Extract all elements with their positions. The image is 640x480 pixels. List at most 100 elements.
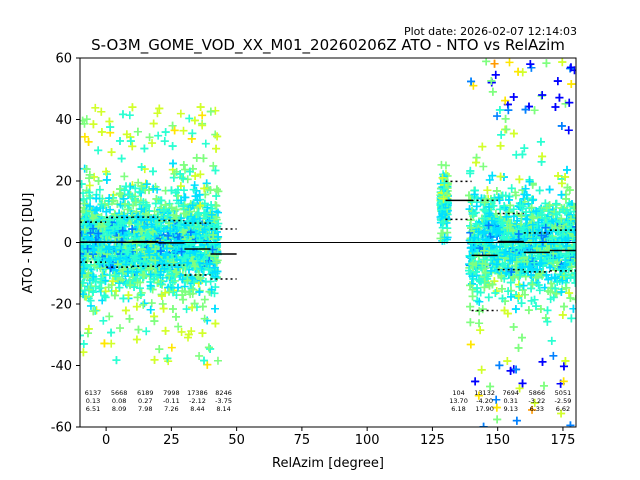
scatter-point [559,362,568,371]
scatter-point [495,361,504,370]
scatter-point [139,257,148,266]
scatter-point [147,299,156,308]
scatter-point [168,142,177,151]
scatter-point [126,191,135,200]
scatter-point [177,327,186,336]
scatter-point [521,184,530,193]
scatter-point [120,172,129,181]
scatter-point [186,249,195,258]
scatter-point [211,166,220,175]
scatter-point [475,297,484,306]
scatter-point [558,310,567,319]
scatter-point [161,251,170,260]
scatter-point [206,344,215,353]
scatter-point [132,246,141,255]
scatter-point [466,281,475,290]
scatter-point [187,284,196,293]
scatter-point [148,227,157,236]
scatter-point [474,391,483,400]
scatter-point [125,111,134,120]
scatter-point [179,126,188,135]
scatter-point [203,360,212,369]
scatter-point [466,302,475,311]
scatter-point [163,354,172,363]
scatter-point [80,348,88,357]
scatter-point [203,237,212,246]
scatter-point [173,283,182,292]
scatter-point [213,356,222,365]
scatter-point [198,111,207,120]
scatter-point [157,196,166,205]
scatter-point [213,267,222,276]
scatter-point [94,146,103,155]
scatter-point [80,269,87,278]
scatter-point [543,306,552,315]
scatter-point [551,199,560,208]
scatter-point [103,219,112,228]
scatter-point [485,175,494,184]
scatter-point [493,112,502,121]
scatter-point [90,172,99,181]
scatter-point [128,103,137,112]
scatter-point [195,190,204,199]
scatter-point [85,181,94,190]
scatter-point [541,314,550,323]
scatter-point [524,306,533,315]
scatter-point [95,284,104,293]
scatter-point [190,181,199,190]
scatter-point [196,201,205,210]
scatter-point [83,244,92,253]
scatter-point [115,283,124,292]
scatter-point [169,159,178,168]
scatter-point [145,133,154,142]
scatter-point [80,225,89,234]
scatter-point [504,106,513,115]
chart-title: S-O3M_GOME_VOD_XX_M01_20260206Z ATO - NT… [91,36,565,55]
scatter-point [174,263,183,272]
scatter-point [125,190,134,199]
scatter-point [107,148,116,157]
scatter-point [146,305,155,314]
scatter-point [517,212,526,221]
scatter-point [140,253,149,262]
scatter-point [559,302,568,311]
scatter-point [128,214,137,223]
scatter-point [521,208,530,217]
scatter-point [501,96,510,105]
scatter-point [164,231,173,240]
scatter-point [188,256,197,265]
scatter-point [122,130,131,139]
scatter-point [189,185,198,194]
scatter-point [140,222,149,231]
scatter-point [164,283,173,292]
scatter-point [137,182,146,191]
scatter-point [490,59,499,68]
scatter-point [89,120,98,129]
scatter-point [94,229,103,238]
scatter-point [150,231,159,240]
scatter-point [518,68,527,77]
scatter-point [102,207,111,216]
scatter-point [506,201,515,210]
scatter-point [80,199,89,208]
scatter-point [538,357,547,366]
scatter-point [106,264,115,273]
scatter-point [142,200,151,209]
scatter-point [466,340,475,349]
scatter-point [172,268,181,277]
scatter-point [190,299,199,308]
scatter-point [110,291,119,300]
scatter-point [518,379,527,388]
scatter-point [159,304,168,313]
scatter-point [137,265,146,274]
scatter-point [205,260,214,269]
scatter-point [107,328,116,337]
scatter-point [101,276,110,285]
scatter-point [212,258,221,267]
scatter-point [566,63,575,72]
scatter-point [211,319,220,328]
scatter-point [147,220,156,229]
scatter-point [168,121,177,130]
scatter-point [167,343,176,352]
scatter-point [442,190,451,199]
